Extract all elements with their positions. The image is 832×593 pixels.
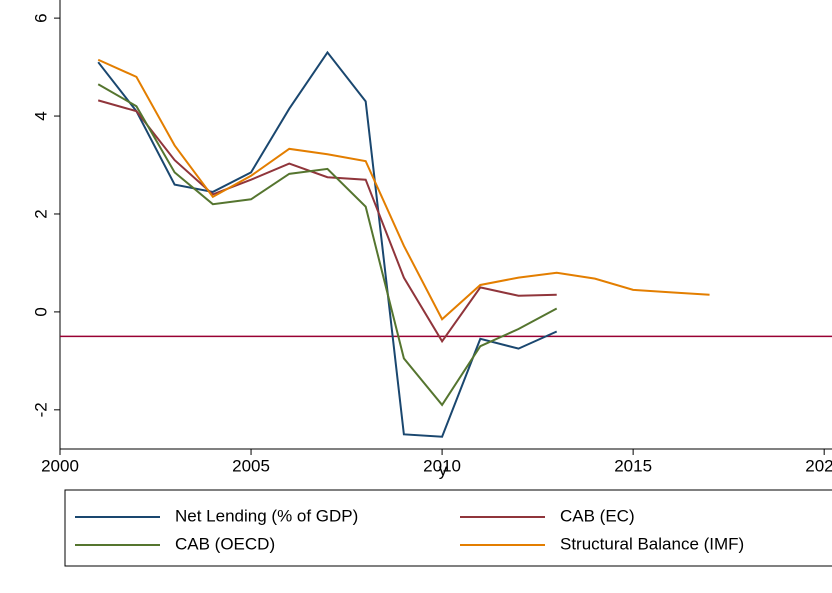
x-tick-label: 2015 <box>614 456 652 475</box>
y-tick-label: 2 <box>31 209 50 218</box>
x-tick-label: 2020 <box>805 456 832 475</box>
series-line <box>97 99 557 344</box>
y-tick-label: -2 <box>31 402 50 417</box>
legend-label: CAB (OECD) <box>175 534 275 553</box>
series-line <box>97 50 558 438</box>
x-tick-label: 2010 <box>423 456 461 475</box>
y-tick-label: 4 <box>31 111 50 120</box>
legend <box>64 489 832 567</box>
y-tick-label: 6 <box>31 13 50 22</box>
y-tick-label: 0 <box>31 307 50 316</box>
legend-label: CAB (EC) <box>560 506 635 525</box>
x-axis-label: y <box>439 460 448 479</box>
x-tick-label: 2000 <box>41 456 79 475</box>
legend-label: Structural Balance (IMF) <box>560 534 744 553</box>
legend-label: Net Lending (% of GDP) <box>175 506 358 525</box>
series-line <box>97 83 558 407</box>
x-tick-label: 2005 <box>232 456 270 475</box>
series-line <box>97 58 710 321</box>
